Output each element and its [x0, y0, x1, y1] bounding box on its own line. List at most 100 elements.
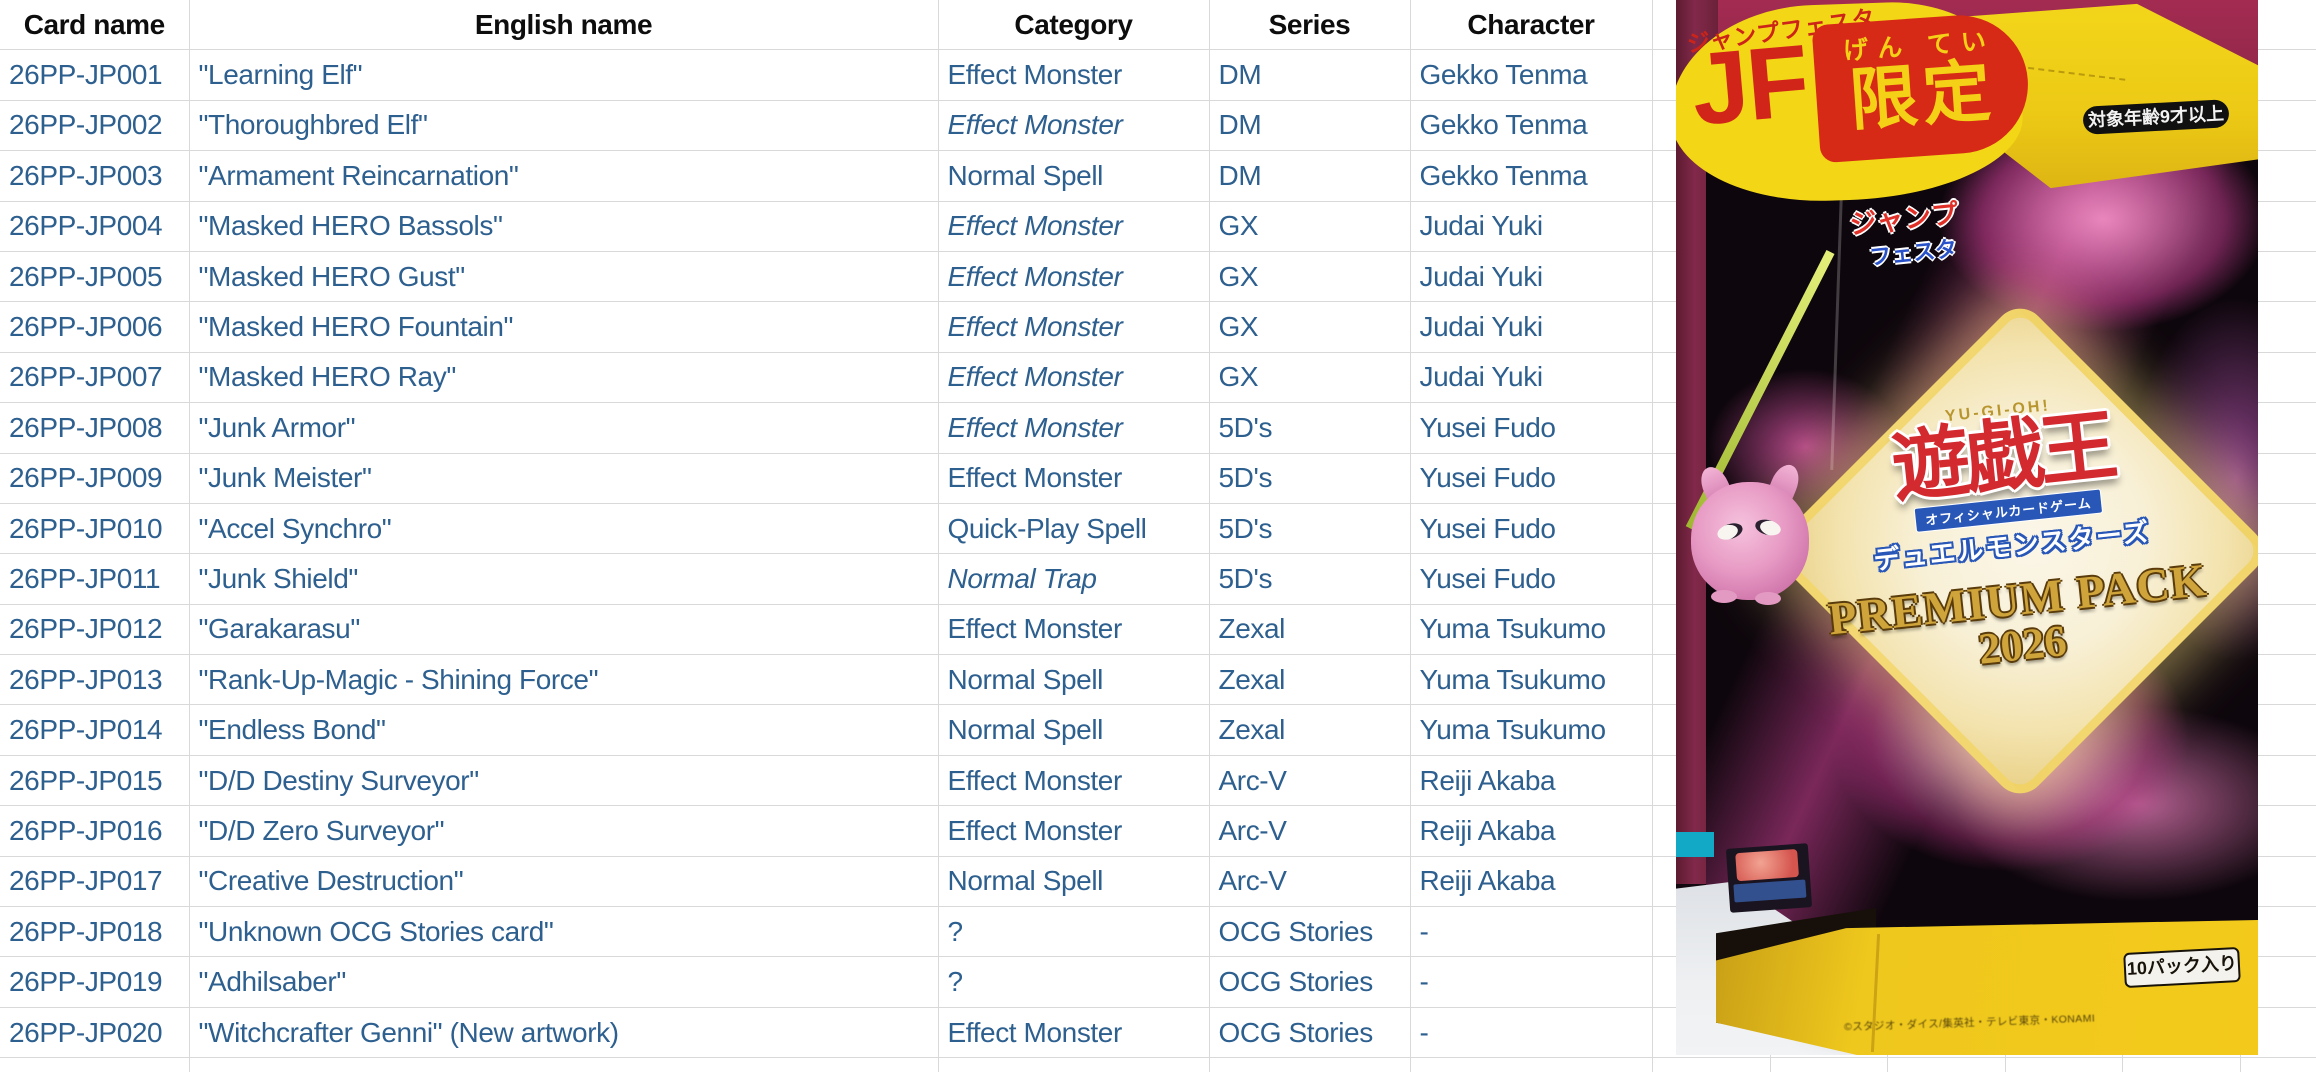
cell-character[interactable]: Reiji Akaba: [1409, 856, 1653, 908]
cell-category[interactable]: Effect Monster: [938, 453, 1210, 504]
cell-series[interactable]: Arc-V: [1209, 805, 1411, 857]
cell-card-name[interactable]: 26PP-JP018: [0, 906, 190, 958]
cell-english-name[interactable]: "Unknown OCG Stories card": [189, 906, 939, 958]
cell-character[interactable]: Yusei Fudo: [1409, 453, 1653, 504]
cell-series[interactable]: DM: [1209, 150, 1411, 202]
cell-character[interactable]: -: [1409, 906, 1653, 958]
cell-english-name[interactable]: "Masked HERO Ray": [189, 352, 939, 404]
cell-card-name[interactable]: 26PP-JP014: [0, 704, 190, 756]
cell-english-name[interactable]: "Learning Elf": [189, 49, 939, 101]
cell-character[interactable]: Gekko Tenma: [1409, 100, 1653, 152]
cell-english-name[interactable]: [189, 1057, 939, 1072]
cell-english-name[interactable]: "Endless Bond": [189, 704, 939, 756]
cell-character[interactable]: -: [1409, 1007, 1653, 1059]
cell-english-name[interactable]: "Masked HERO Gust": [189, 251, 939, 303]
cell-english-name[interactable]: "Witchcrafter Genni" (New artwork): [189, 1007, 939, 1059]
cell-series[interactable]: [1209, 1057, 1411, 1072]
cell-series[interactable]: GX: [1209, 201, 1411, 252]
cell-series[interactable]: OCG Stories: [1209, 906, 1411, 958]
cell-card-name[interactable]: 26PP-JP001: [0, 49, 190, 101]
cell-card-name[interactable]: 26PP-JP004: [0, 201, 190, 252]
cell-english-name[interactable]: "Thoroughbred Elf": [189, 100, 939, 152]
cell-category[interactable]: Normal Spell: [938, 704, 1210, 756]
cell-category[interactable]: Effect Monster: [938, 604, 1210, 656]
cell-category[interactable]: ?: [938, 906, 1210, 958]
cell-character[interactable]: Judai Yuki: [1409, 251, 1653, 303]
cell-series[interactable]: GX: [1209, 352, 1411, 404]
cell-series[interactable]: Zexal: [1209, 704, 1411, 756]
cell-character[interactable]: [1409, 1057, 1653, 1072]
cell-card-name[interactable]: 26PP-JP005: [0, 251, 190, 303]
cell-series[interactable]: 5D's: [1209, 402, 1411, 454]
cell-character[interactable]: Judai Yuki: [1409, 201, 1653, 252]
cell-series[interactable]: DM: [1209, 49, 1411, 101]
cell-series[interactable]: DM: [1209, 100, 1411, 152]
cell-empty[interactable]: [2122, 1057, 2241, 1072]
cell-character[interactable]: Yusei Fudo: [1409, 402, 1653, 454]
cell-category[interactable]: ?: [938, 956, 1210, 1008]
cell-category[interactable]: Normal Spell: [938, 856, 1210, 908]
cell-card-name[interactable]: 26PP-JP008: [0, 402, 190, 454]
cell-card-name[interactable]: 26PP-JP020: [0, 1007, 190, 1059]
cell-character[interactable]: Gekko Tenma: [1409, 49, 1653, 101]
cell-card-name[interactable]: 26PP-JP002: [0, 100, 190, 152]
cell-empty[interactable]: [1652, 1057, 1771, 1072]
cell-series[interactable]: OCG Stories: [1209, 1007, 1411, 1059]
cell-series[interactable]: GX: [1209, 251, 1411, 303]
cell-english-name[interactable]: "D/D Destiny Surveyor": [189, 755, 939, 807]
cell-series[interactable]: 5D's: [1209, 453, 1411, 504]
cell-category[interactable]: Effect Monster: [938, 805, 1210, 857]
cell-series[interactable]: OCG Stories: [1209, 956, 1411, 1008]
cell-empty[interactable]: [2240, 1057, 2316, 1072]
cell-character[interactable]: Gekko Tenma: [1409, 150, 1653, 202]
cell-english-name[interactable]: "Junk Meister": [189, 453, 939, 504]
cell-card-name[interactable]: 26PP-JP011: [0, 553, 190, 605]
cell-category[interactable]: Effect Monster: [938, 1007, 1210, 1059]
cell-card-name[interactable]: 26PP-JP019: [0, 956, 190, 1008]
cell-character[interactable]: Yusei Fudo: [1409, 553, 1653, 605]
cell-english-name[interactable]: "Junk Armor": [189, 402, 939, 454]
cell-card-name[interactable]: 26PP-JP006: [0, 301, 190, 353]
cell-card-name[interactable]: 26PP-JP017: [0, 856, 190, 908]
cell-card-name[interactable]: 26PP-JP010: [0, 503, 190, 555]
cell-empty[interactable]: [1770, 1057, 1888, 1072]
cell-character[interactable]: Yuma Tsukumo: [1409, 704, 1653, 756]
cell-card-name[interactable]: 26PP-JP015: [0, 755, 190, 807]
cell-card-name[interactable]: 26PP-JP003: [0, 150, 190, 202]
cell-category[interactable]: Effect Monster: [938, 201, 1210, 252]
cell-category[interactable]: Normal Spell: [938, 654, 1210, 706]
cell-english-name[interactable]: "D/D Zero Surveyor": [189, 805, 939, 857]
cell-card-name[interactable]: [0, 1057, 190, 1072]
cell-series[interactable]: 5D's: [1209, 503, 1411, 555]
cell-english-name[interactable]: "Accel Synchro": [189, 503, 939, 555]
cell-english-name[interactable]: "Masked HERO Fountain": [189, 301, 939, 353]
cell-character[interactable]: -: [1409, 956, 1653, 1008]
cell-english-name[interactable]: "Masked HERO Bassols": [189, 201, 939, 252]
cell-series[interactable]: Zexal: [1209, 604, 1411, 656]
cell-card-name[interactable]: 26PP-JP016: [0, 805, 190, 857]
cell-character[interactable]: Judai Yuki: [1409, 352, 1653, 404]
cell-category[interactable]: [938, 1057, 1210, 1072]
cell-category[interactable]: Effect Monster: [938, 251, 1210, 303]
cell-english-name[interactable]: "Rank-Up-Magic - Shining Force": [189, 654, 939, 706]
cell-category[interactable]: Effect Monster: [938, 755, 1210, 807]
cell-category[interactable]: Normal Trap: [938, 553, 1210, 605]
cell-english-name[interactable]: "Junk Shield": [189, 553, 939, 605]
cell-category[interactable]: Normal Spell: [938, 150, 1210, 202]
cell-series[interactable]: Zexal: [1209, 654, 1411, 706]
cell-series[interactable]: Arc-V: [1209, 856, 1411, 908]
cell-card-name[interactable]: 26PP-JP009: [0, 453, 190, 504]
cell-character[interactable]: Reiji Akaba: [1409, 755, 1653, 807]
cell-empty[interactable]: [1887, 1057, 2006, 1072]
cell-character[interactable]: Reiji Akaba: [1409, 805, 1653, 857]
cell-english-name[interactable]: "Armament Reincarnation": [189, 150, 939, 202]
cell-series[interactable]: Arc-V: [1209, 755, 1411, 807]
cell-category[interactable]: Effect Monster: [938, 100, 1210, 152]
cell-english-name[interactable]: "Creative Destruction": [189, 856, 939, 908]
cell-category[interactable]: Effect Monster: [938, 352, 1210, 404]
cell-character[interactable]: Yusei Fudo: [1409, 503, 1653, 555]
cell-character[interactable]: Yuma Tsukumo: [1409, 654, 1653, 706]
cell-card-name[interactable]: 26PP-JP012: [0, 604, 190, 656]
cell-english-name[interactable]: "Adhilsaber": [189, 956, 939, 1008]
cell-category[interactable]: Effect Monster: [938, 49, 1210, 101]
